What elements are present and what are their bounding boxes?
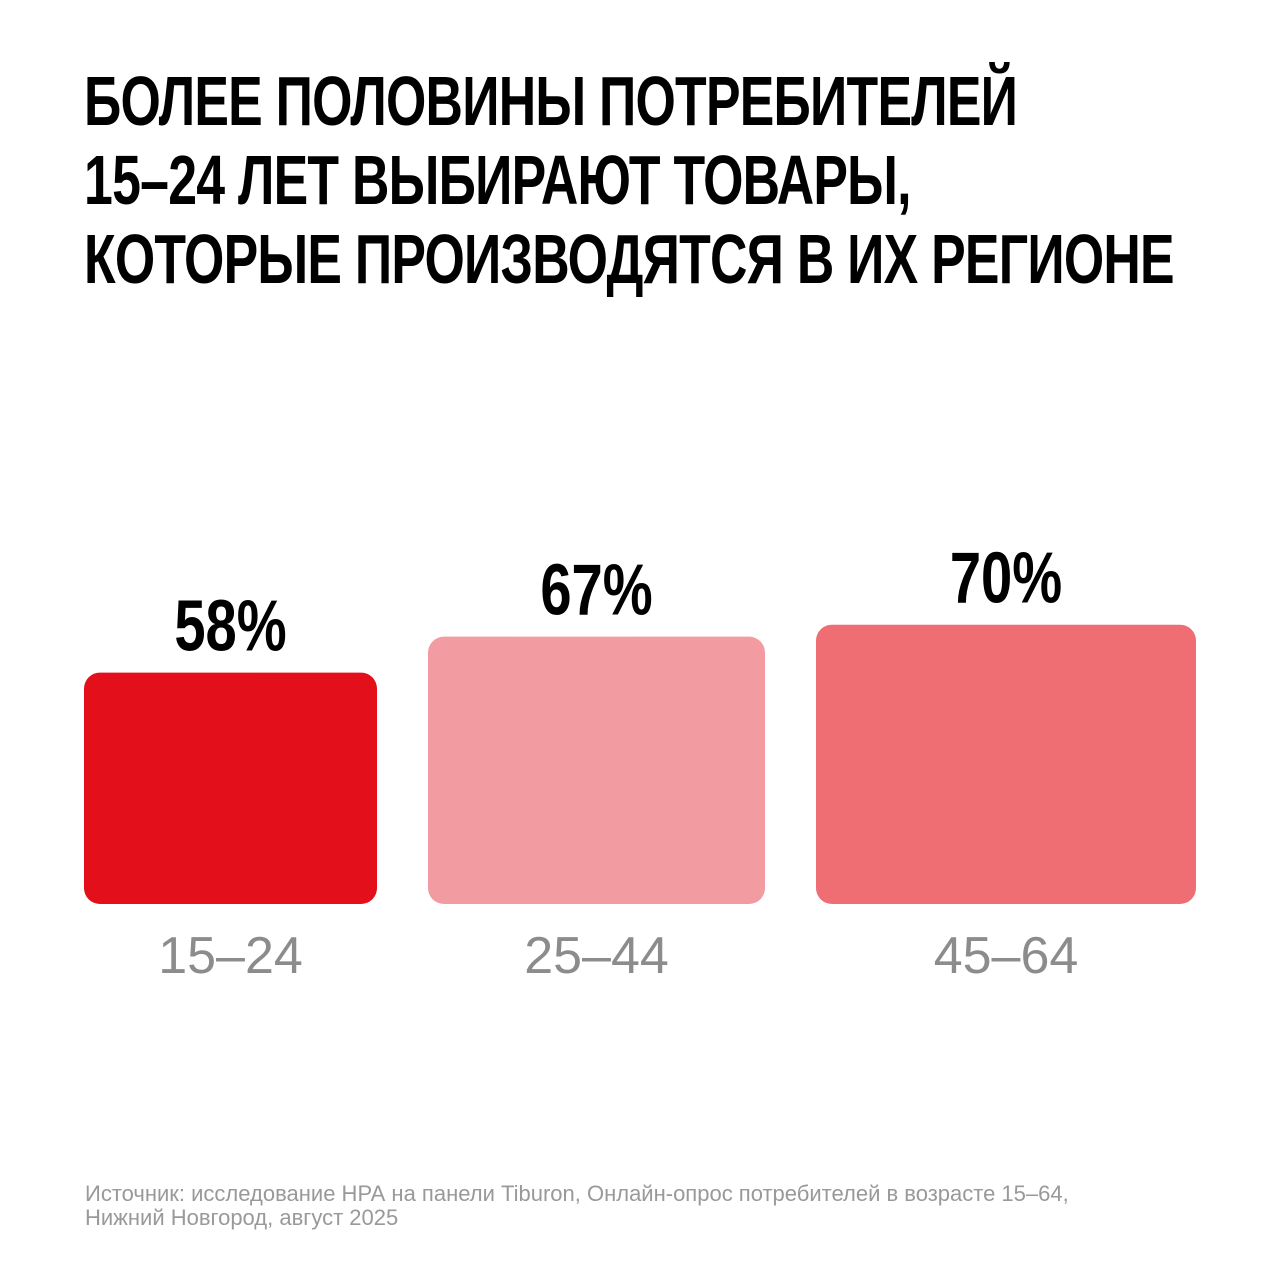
title-line-3: КОТОРЫЕ ПРОИЗВОДЯТСЯ В ИХ РЕГИОНЕ: [84, 220, 1175, 298]
source-note-line-1: Источник: исследование НРА на панели Tib…: [85, 1181, 1069, 1206]
bar-1: [84, 672, 377, 904]
bar-3: [816, 624, 1196, 904]
category-label-2: 25–44: [524, 927, 669, 985]
category-label-3: 45–64: [934, 927, 1079, 985]
chart-title: БОЛЕЕ ПОЛОВИНЫ ПОТРЕБИТЕЛЕЙ 15–24 ЛЕТ ВЫ…: [84, 62, 1175, 299]
bar-value-label-1: 58%: [174, 586, 286, 666]
title-line-2: 15–24 ЛЕТ ВЫБИРАЮТ ТОВАРЫ,: [84, 141, 912, 219]
bar-value-label-3: 70%: [950, 538, 1062, 618]
source-note: Источник: исследование НРА на панели Tib…: [85, 1182, 1069, 1230]
title-line-1: БОЛЕЕ ПОЛОВИНЫ ПОТРЕБИТЕЛЕЙ: [84, 62, 1018, 140]
category-label-1: 15–24: [158, 927, 303, 985]
source-note-line-2: Нижний Новгород, август 2025: [85, 1205, 399, 1230]
bar-value-label-2: 67%: [540, 550, 652, 630]
bar-2: [428, 636, 765, 904]
